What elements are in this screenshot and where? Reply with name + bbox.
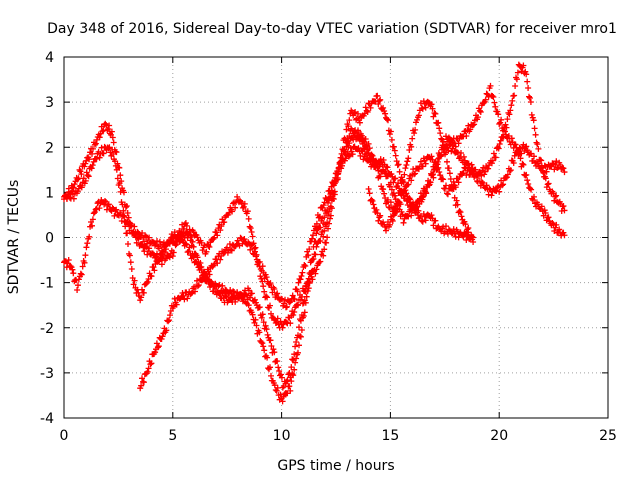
y-tick-label: 1 <box>45 185 54 201</box>
x-tick-label: 10 <box>273 428 291 444</box>
y-tick-label: -1 <box>40 276 54 292</box>
y-tick-label: 2 <box>45 140 54 156</box>
x-tick-label: 5 <box>168 428 177 444</box>
point-marks <box>365 141 568 234</box>
x-tick-label: 15 <box>381 428 399 444</box>
x-tick-label: 25 <box>599 428 617 444</box>
y-tick-label: -4 <box>40 411 54 427</box>
y-tick-label: -3 <box>40 366 54 382</box>
grid-lines <box>64 57 608 418</box>
series-track-2 <box>61 98 477 391</box>
y-tick-label: 4 <box>45 50 54 66</box>
y-tick-label: 3 <box>45 95 54 111</box>
series-track-4 <box>137 61 568 392</box>
axis-ticks: 0 5 10 15 20 25 -4 -3 -2 -1 0 1 2 3 4 <box>40 50 617 444</box>
x-tick-label: 20 <box>490 428 508 444</box>
series-track-5 <box>365 141 568 234</box>
data-points <box>61 61 568 405</box>
y-axis-label: SDTVAR / TECUs <box>6 180 22 295</box>
x-tick-label: 0 <box>60 428 69 444</box>
point-marks <box>61 98 477 391</box>
chart-title: Day 348 of 2016, Sidereal Day-to-day VTE… <box>47 21 617 37</box>
x-axis-label: GPS time / hours <box>277 458 394 474</box>
y-tick-label: -2 <box>40 321 54 337</box>
y-tick-label: 0 <box>45 231 54 247</box>
point-marks <box>137 61 568 392</box>
